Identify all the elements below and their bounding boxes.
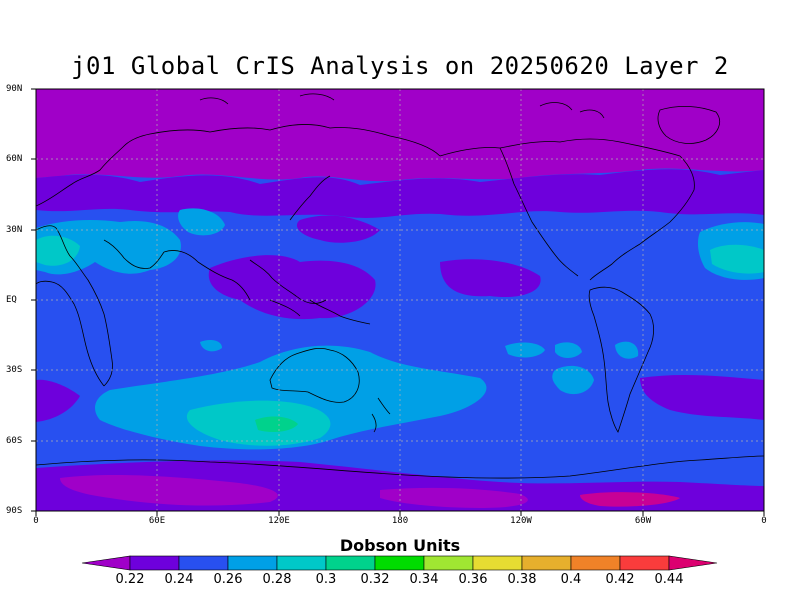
field-atlantic-higher <box>710 244 764 274</box>
colorbar-tick-label: 0.32 <box>360 572 390 587</box>
lat-tick-label: EQ <box>6 295 17 305</box>
coastlines <box>36 93 764 479</box>
colorbar-swatch <box>472 555 523 571</box>
colorbar-max-arrow <box>668 555 718 571</box>
lat-tick-label: 90N <box>6 84 23 94</box>
lon-tick-label: 60E <box>148 516 166 526</box>
colorbar-swatch <box>374 555 425 571</box>
field-south-patch-5 <box>200 340 222 352</box>
axis-ticks <box>31 88 765 516</box>
colorbar-tick-label: 0.36 <box>458 572 488 587</box>
colorbar-tick-label: 0.26 <box>213 572 243 587</box>
colorbar-tick-label: 0.4 <box>560 572 582 587</box>
colorbar-swatch <box>178 555 229 571</box>
field-peak-red <box>580 492 680 507</box>
colorbar-swatch <box>276 555 327 571</box>
field-tropic-blob-3 <box>296 215 380 243</box>
colorbar-tick-label: 0.22 <box>115 572 145 587</box>
field-south-polar <box>60 475 278 506</box>
field-south-belt-highest <box>255 416 298 432</box>
lat-tick-label: 30S <box>6 365 23 375</box>
field-north-band <box>36 169 764 218</box>
field-south-band-east <box>640 374 764 420</box>
colorbar-tick-label: 0.28 <box>262 572 292 587</box>
field-south-patch-1 <box>552 365 594 395</box>
lat-tick-label: 30N <box>6 225 23 235</box>
lon-tick-label: 60W <box>634 516 652 526</box>
gridlines <box>36 89 764 511</box>
colorbar-tick-label: 0.24 <box>164 572 194 587</box>
map-title: j01 Global CrIS Analysis on 20250620 Lay… <box>71 52 729 80</box>
lon-tick-label: 120E <box>268 516 290 526</box>
field-south-patch-2 <box>505 342 545 358</box>
field-south-patch-3 <box>555 342 582 358</box>
field-pacific-north-high <box>178 208 225 236</box>
colorbar-tick-label: 0.3 <box>315 572 337 587</box>
lon-tick-label: 0 <box>33 516 39 526</box>
field-tropic-blob-2 <box>440 259 541 298</box>
lat-tick-label: 60N <box>6 154 23 164</box>
lon-tick-label: 0 <box>761 516 767 526</box>
lat-tick-label: 60S <box>6 436 23 446</box>
field-tropic-blob-1 <box>208 255 376 320</box>
colorbar-tick-label: 0.34 <box>409 572 439 587</box>
colorbar-swatch <box>619 555 670 571</box>
lon-tick-label: 180 <box>391 516 409 526</box>
field-south-patch-4 <box>615 341 639 359</box>
lat-tick-label: 90S <box>6 506 23 516</box>
colorbar-swatch <box>227 555 278 571</box>
units-label: Dobson Units <box>339 536 461 555</box>
colorbar-swatch <box>325 555 376 571</box>
colorbar-swatch <box>570 555 621 571</box>
lon-tick-label: 120W <box>510 516 532 526</box>
colorbar-tick-label: 0.38 <box>507 572 537 587</box>
field-south-polar-peak <box>380 487 528 508</box>
field-arabia-high <box>36 220 181 275</box>
field-south-band <box>36 379 80 422</box>
colorbar-swatch <box>129 555 180 571</box>
colorbar-min-arrow <box>81 555 131 571</box>
colorbar-swatch <box>423 555 474 571</box>
colorbar-swatch <box>521 555 572 571</box>
colorbar-tick-label: 0.44 <box>654 572 684 587</box>
field-arabia-higher <box>36 235 80 266</box>
colorbar-tick-label: 0.42 <box>605 572 635 587</box>
